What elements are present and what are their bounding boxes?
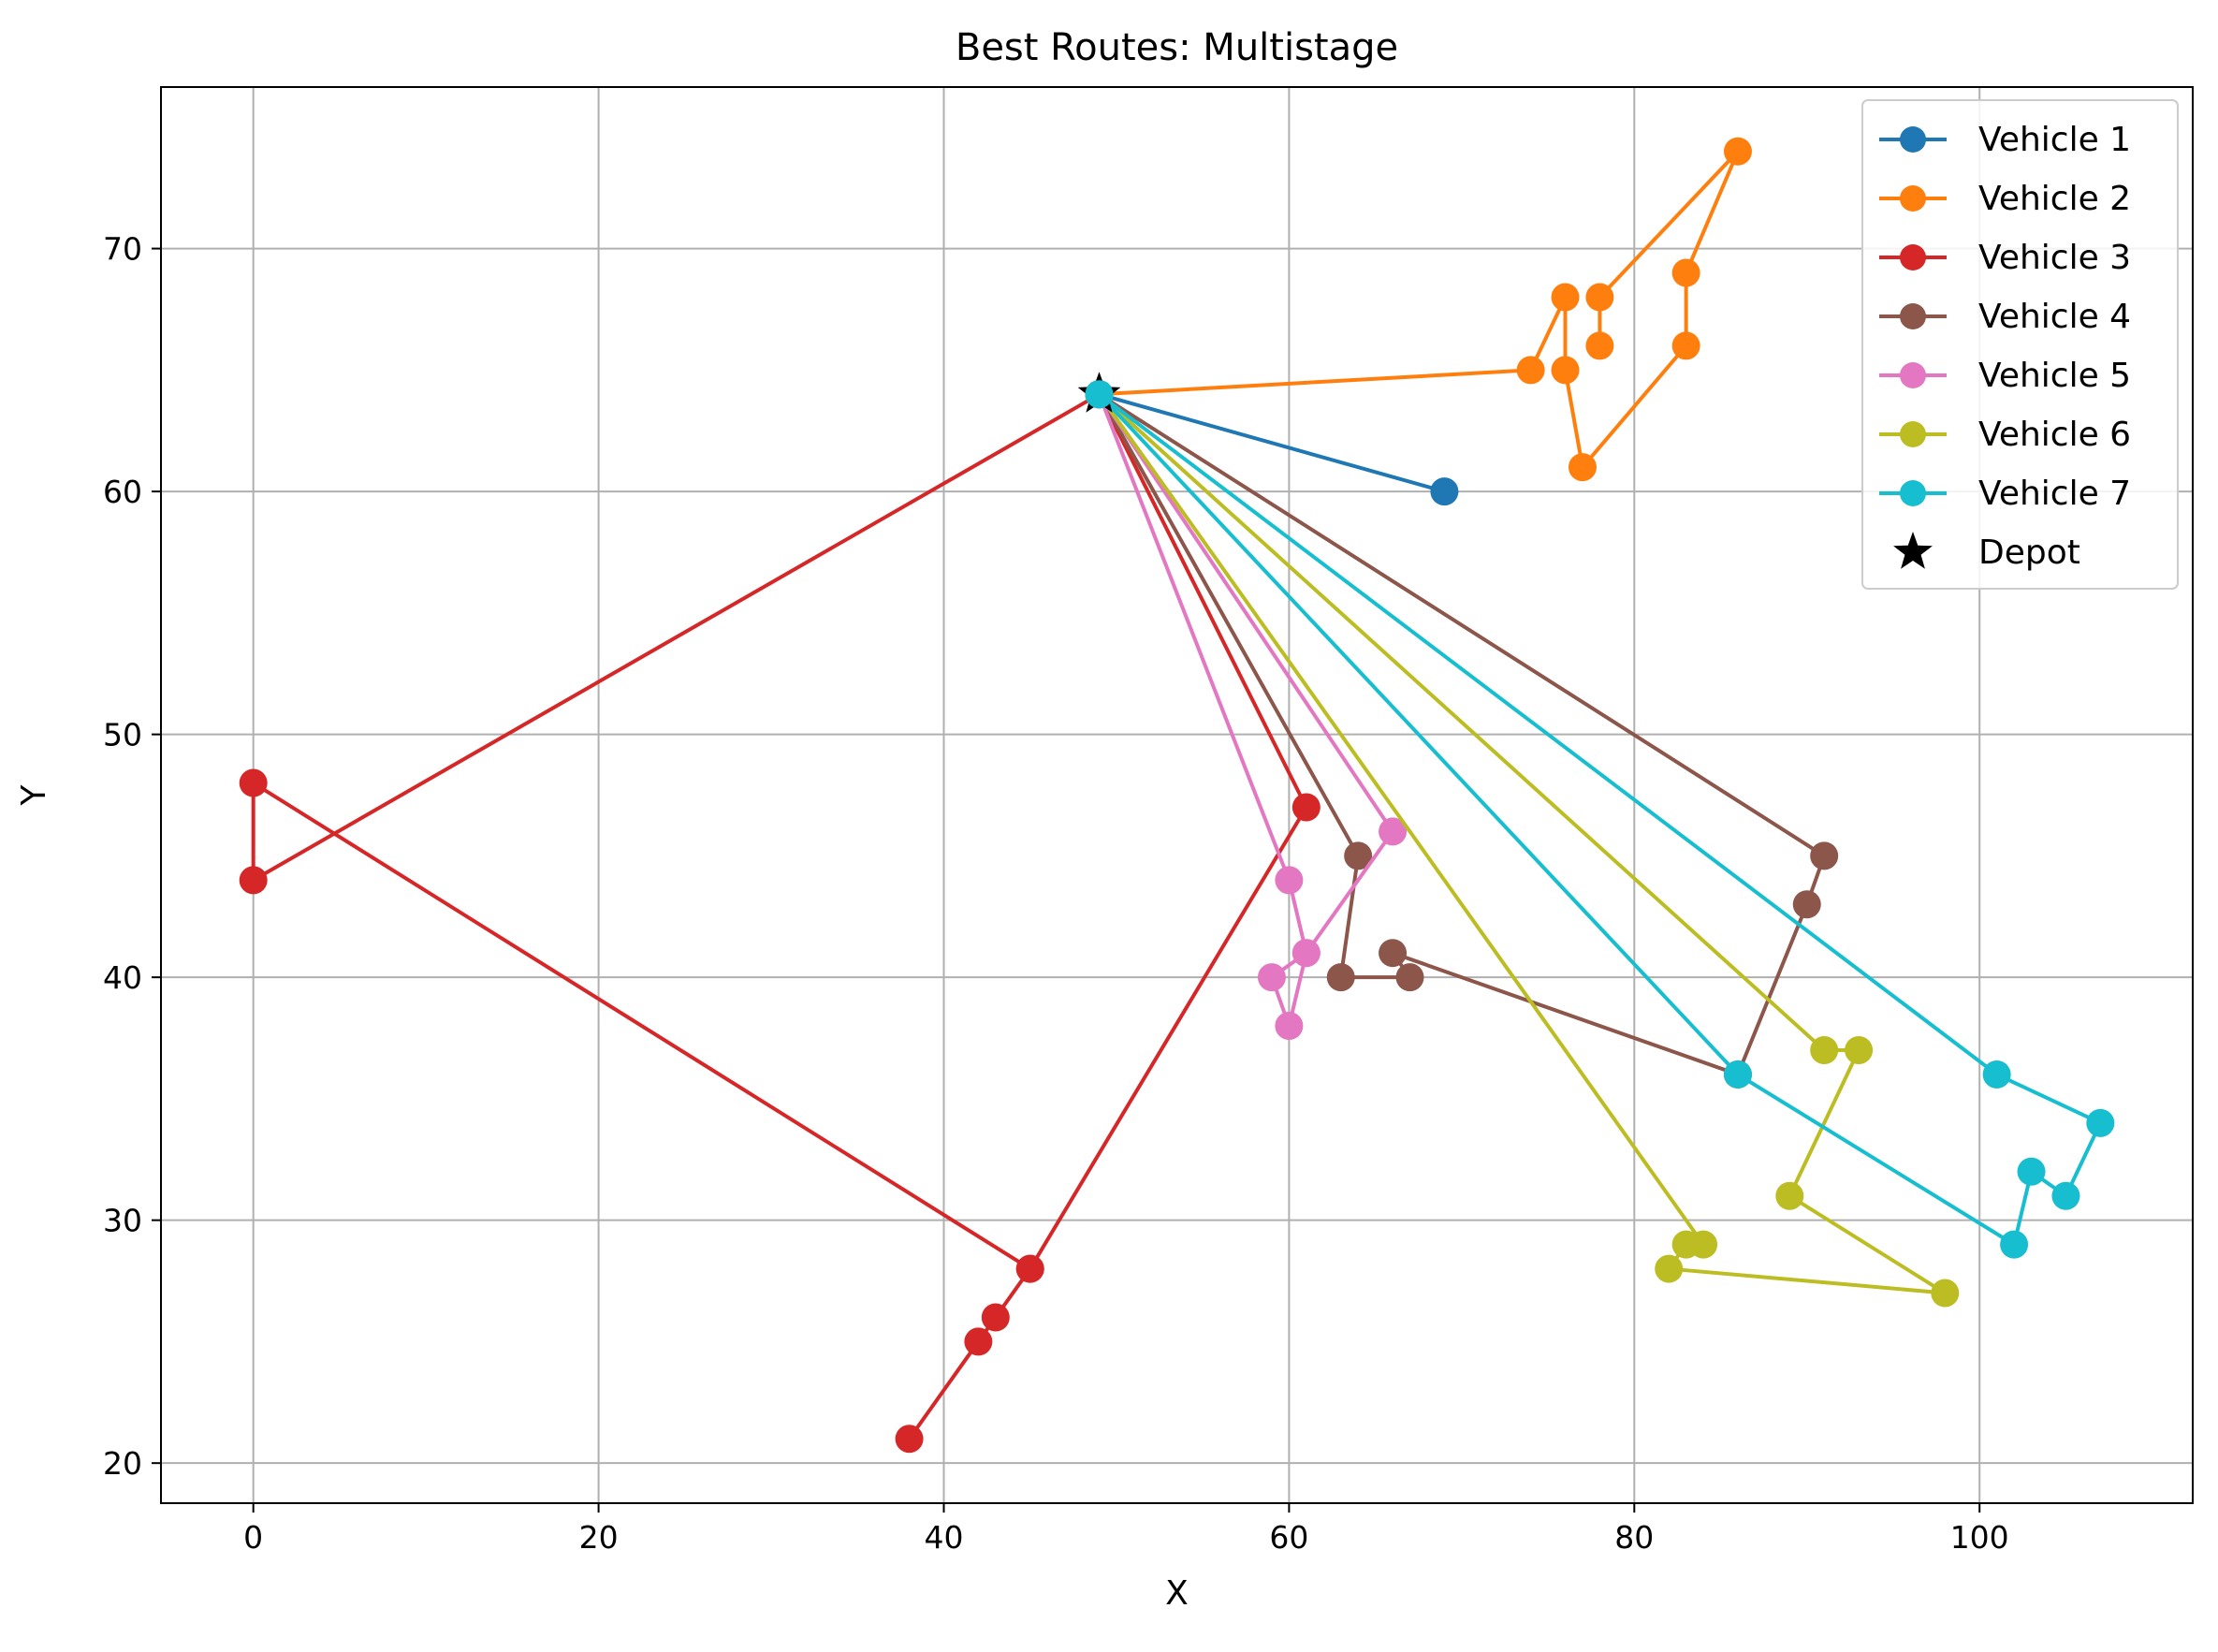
- legend-label: Vehicle 3: [1978, 239, 2131, 277]
- legend-entry-depot: Depot: [1893, 532, 2080, 572]
- legend-entry: Vehicle 1: [1879, 121, 2131, 159]
- legend-marker-swatch: [1900, 126, 1926, 153]
- legend-marker-swatch: [1900, 244, 1926, 270]
- route-point: [1326, 963, 1355, 992]
- y-tick-label: 40: [103, 959, 142, 996]
- route-point: [1775, 1181, 1804, 1210]
- route-point: [1585, 331, 1614, 360]
- x-tick-label: 80: [1614, 1519, 1654, 1556]
- route-point: [1291, 939, 1321, 968]
- route-point: [1551, 356, 1580, 385]
- route-point: [2086, 1108, 2115, 1137]
- route-line: [251, 392, 1308, 1441]
- route-point: [1379, 939, 1408, 968]
- route-point: [1689, 1230, 1718, 1259]
- route-line: [1098, 392, 1445, 494]
- plot-frame: [160, 86, 2194, 1504]
- route-point: [1344, 841, 1373, 870]
- legend-marker-swatch: [1900, 303, 1926, 329]
- route-point: [1085, 380, 1114, 409]
- legend-label: Vehicle 6: [1978, 416, 2131, 454]
- legend-label: Vehicle 5: [1978, 357, 2131, 395]
- route-point: [1931, 1279, 1960, 1308]
- grid: [161, 87, 2193, 1503]
- route-point: [964, 1327, 993, 1356]
- y-tick-label: 30: [103, 1203, 142, 1239]
- route-point: [1430, 477, 1459, 506]
- legend-entry: Vehicle 3: [1879, 239, 2131, 277]
- route-point: [1585, 283, 1614, 312]
- route-point: [1015, 1254, 1044, 1283]
- route-point: [1723, 137, 1752, 166]
- x-tick-label: 0: [243, 1519, 263, 1556]
- route-line: [1098, 392, 2103, 1247]
- legend-entry: Vehicle 4: [1879, 298, 2131, 336]
- y-tick-label: 60: [103, 474, 142, 510]
- y-tick-label: 50: [103, 717, 142, 753]
- route-point: [1379, 817, 1408, 846]
- route-point: [1551, 283, 1580, 312]
- legend-marker-swatch: [1900, 362, 1926, 388]
- legend: Vehicle 1 Vehicle 2 Vehicle 3 Vehicle 4 Vehi…: [1861, 99, 2179, 590]
- route-point: [1257, 963, 1286, 992]
- legend-entry: Vehicle 7: [1879, 475, 2131, 513]
- route-point: [2051, 1181, 2080, 1210]
- route-point: [1792, 890, 1821, 919]
- route-point: [2000, 1230, 2029, 1259]
- x-axis-label: X: [1165, 1574, 1189, 1613]
- legend-label: Vehicle 7: [1978, 475, 2131, 513]
- route-point: [1568, 453, 1597, 482]
- legend-entry: Vehicle 2: [1879, 180, 2131, 218]
- chart-title: Best Routes: Multistage: [956, 26, 1398, 69]
- route-point: [2017, 1157, 2046, 1186]
- legend-label: Vehicle 4: [1978, 298, 2131, 336]
- route-point: [1395, 963, 1424, 992]
- ticks: 0 20 40 60 80 100 20 30 40 50 60 70: [103, 231, 2009, 1556]
- route-point: [1810, 1035, 1839, 1064]
- route-point: [1982, 1060, 2011, 1089]
- legend-label: Depot: [1978, 534, 2080, 572]
- y-axis-label: Y: [15, 784, 53, 807]
- route-point: [1671, 331, 1700, 360]
- legend-label: Vehicle 2: [1978, 180, 2131, 218]
- legend-entry: Vehicle 5: [1879, 357, 2131, 395]
- legend-label: Vehicle 1: [1978, 121, 2131, 159]
- route-point: [1275, 866, 1304, 895]
- x-tick-label: 20: [579, 1519, 619, 1556]
- route-line: [1099, 149, 1740, 470]
- route-point: [895, 1425, 924, 1454]
- route-point: [1516, 356, 1545, 385]
- route-point: [1655, 1254, 1684, 1283]
- x-tick-label: 40: [924, 1519, 963, 1556]
- route-point: [1671, 258, 1700, 287]
- y-tick-label: 70: [103, 231, 142, 268]
- route-point: [1723, 1060, 1752, 1089]
- route-point: [1275, 1012, 1304, 1041]
- legend-marker-swatch: [1900, 421, 1926, 447]
- route-point: [1291, 793, 1321, 822]
- x-tick-label: 100: [1950, 1519, 2009, 1556]
- route-point: [239, 866, 268, 895]
- legend-entry: Vehicle 6: [1879, 416, 2131, 454]
- legend-box: [1861, 99, 2179, 590]
- route-point: [1845, 1035, 1874, 1064]
- legend-marker-swatch: [1900, 480, 1926, 506]
- route-point: [981, 1303, 1010, 1332]
- y-tick-label: 20: [103, 1445, 142, 1482]
- legend-marker-swatch: [1900, 185, 1926, 212]
- depot-layer: [1077, 372, 1121, 413]
- x-tick-label: 60: [1269, 1519, 1308, 1556]
- legend-star-swatch: [1893, 532, 1933, 569]
- route-point: [1810, 841, 1839, 870]
- route-point: [239, 768, 268, 797]
